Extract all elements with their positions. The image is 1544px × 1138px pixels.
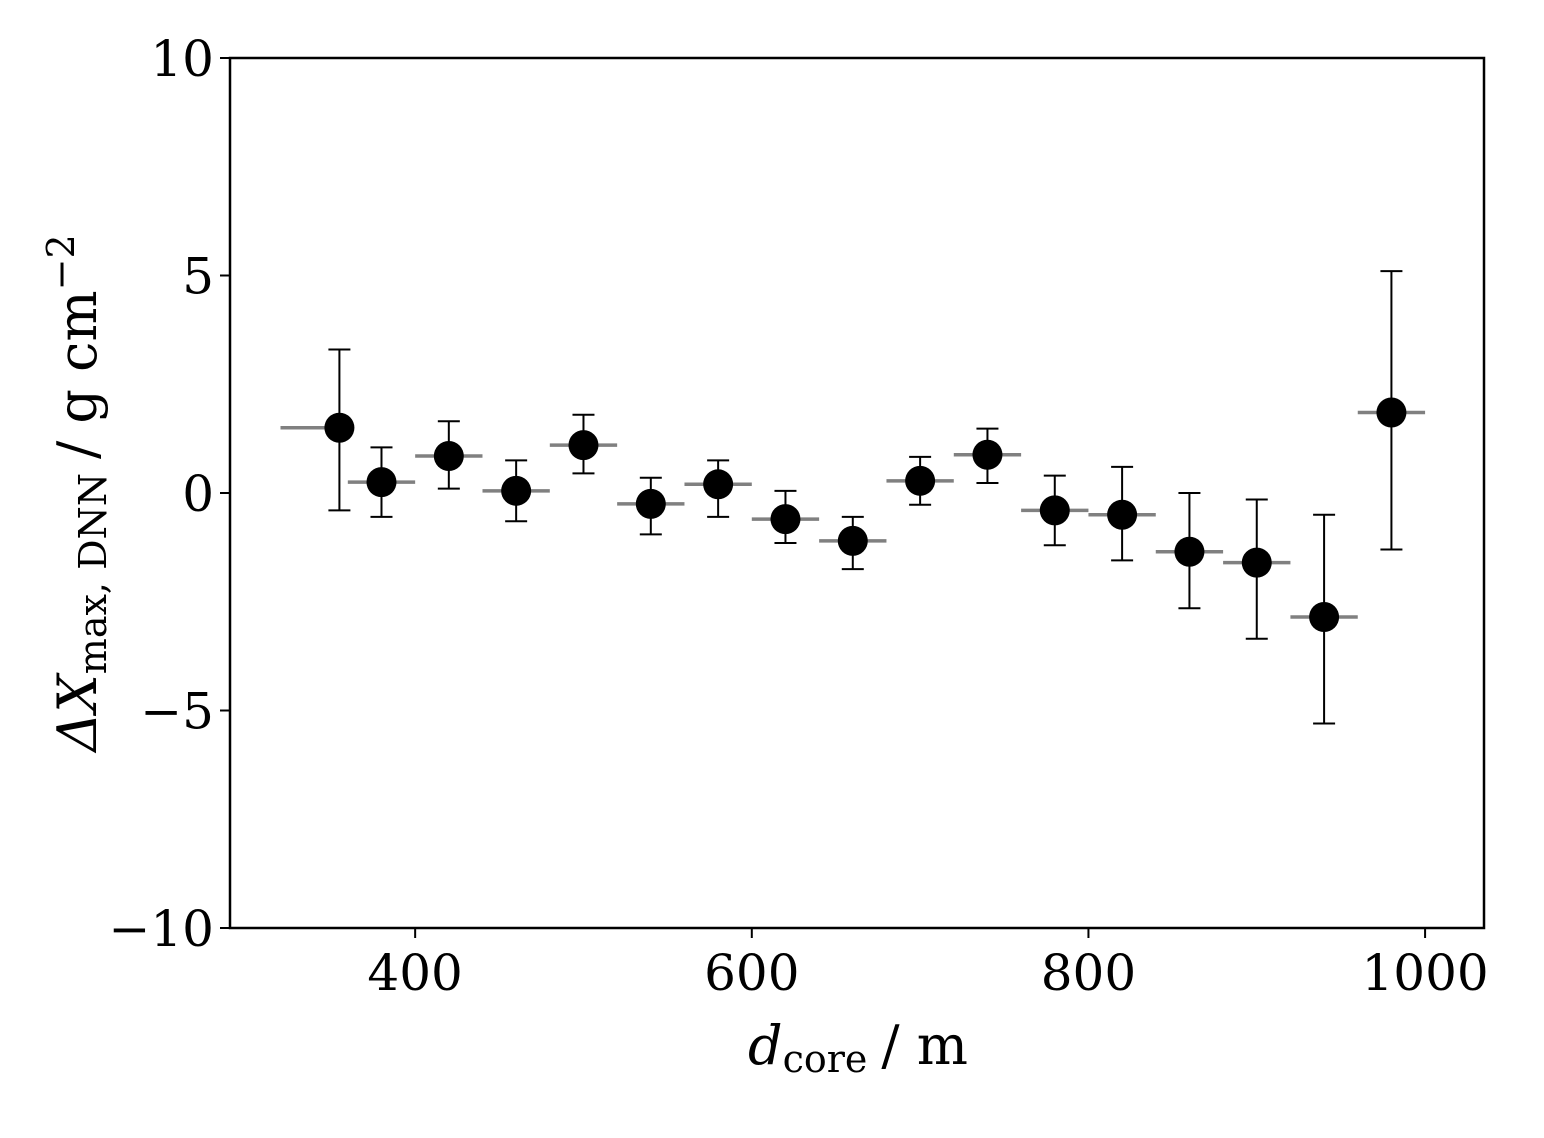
data-point-group: [1021, 474, 1089, 547]
data-point: [703, 469, 734, 500]
data-point: [433, 441, 464, 472]
data-layer: [280, 270, 1426, 725]
y-tick-label: −5: [140, 683, 214, 741]
x-tick-label: 600: [704, 944, 799, 1002]
data-point-group: [953, 427, 1022, 484]
data-point-group: [482, 459, 550, 523]
data-point: [568, 430, 599, 461]
data-point-group: [886, 455, 954, 506]
data-point: [905, 465, 936, 496]
data-point-group: [1088, 465, 1156, 562]
data-point: [972, 439, 1003, 470]
y-tick-label: −10: [108, 900, 214, 958]
plot-frame: [228, 56, 1486, 930]
x-tick-label: 1000: [1361, 944, 1488, 1002]
data-point: [770, 504, 801, 535]
data-point-group: [751, 489, 820, 545]
data-point-group: [1290, 513, 1358, 725]
x-axis-label: dcore / m: [748, 1014, 968, 1081]
x-tick-label: 800: [1041, 944, 1136, 1002]
data-point-group: [415, 420, 483, 490]
data-point-group: [1155, 492, 1224, 610]
data-point: [1376, 397, 1407, 428]
x-axis-label-subscript: core: [783, 1037, 868, 1081]
data-point: [324, 412, 355, 443]
data-point: [635, 488, 666, 519]
data-point-group: [617, 476, 685, 536]
data-point-group: [1357, 270, 1426, 551]
x-axis-label-symbol: d: [748, 1014, 783, 1077]
data-point: [1107, 499, 1138, 530]
y-axis-label-superscript: −2: [39, 234, 83, 290]
data-point-group: [684, 459, 752, 518]
data-point: [1174, 536, 1205, 567]
data-point: [1039, 495, 1070, 526]
x-axis-label-unit: / m: [881, 1014, 968, 1077]
data-point: [1309, 601, 1340, 632]
data-point-group: [280, 348, 355, 512]
y-axis-label-subscript: max, DNN: [71, 473, 115, 674]
y-tick-label: 10: [150, 30, 214, 88]
y-tick-label: 5: [182, 248, 214, 306]
y-tick-label: 0: [182, 465, 214, 523]
data-point: [366, 467, 397, 498]
data-point: [501, 475, 532, 506]
y-axis-label-symbol: ΔX: [46, 672, 109, 754]
ticks-layer: 400 600 800 1000 −10 −5 0 5 10: [108, 30, 1488, 1002]
y-axis-label: ΔXmax, DNN / g cm−2: [39, 234, 115, 753]
data-point-group: [347, 446, 416, 518]
data-point: [837, 525, 868, 556]
data-point-group: [549, 413, 618, 475]
data-point-group: [1223, 498, 1291, 640]
data-point-group: [819, 515, 887, 571]
data-point: [1241, 547, 1272, 578]
x-tick-label: 400: [367, 944, 462, 1002]
y-axis-label-unit: / g cm: [46, 290, 109, 459]
